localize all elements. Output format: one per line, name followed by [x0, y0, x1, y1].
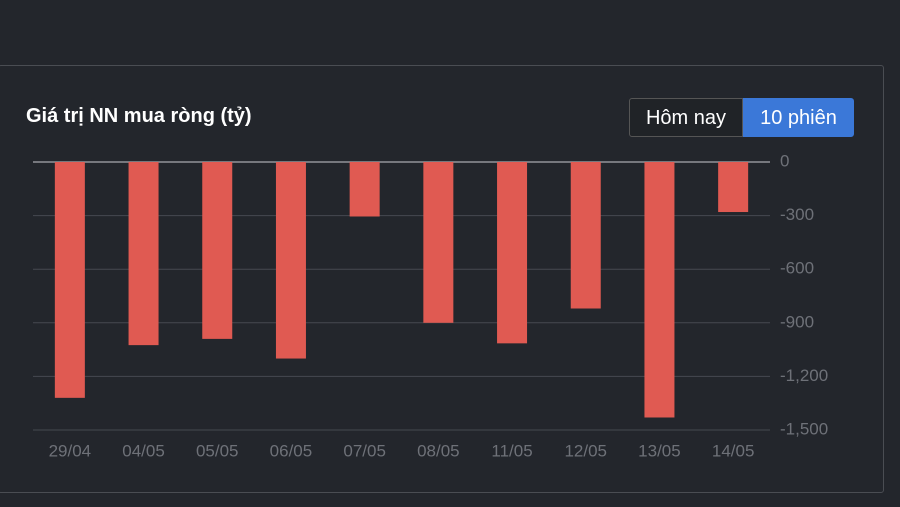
- y-tick-label: -300: [780, 205, 814, 224]
- tab-button[interactable]: 10 phiên: [743, 98, 854, 137]
- bar: [497, 162, 528, 344]
- bar: [423, 162, 454, 323]
- x-tick-label: 29/04: [49, 441, 92, 460]
- y-tick-label: -600: [780, 259, 814, 278]
- x-tick-label: 04/05: [122, 441, 165, 460]
- x-tick-label: 12/05: [564, 441, 607, 460]
- y-tick-label: -1,500: [780, 419, 828, 438]
- x-tick-label: 14/05: [712, 441, 755, 460]
- x-tick-label: 07/05: [343, 441, 386, 460]
- x-tick-label: 11/05: [491, 441, 532, 460]
- x-tick-label: 13/05: [638, 441, 681, 460]
- bar: [718, 162, 749, 213]
- chart-title: Giá trị NN mua ròng (tỷ): [26, 105, 252, 127]
- x-tick-label: 06/05: [270, 441, 313, 460]
- bar: [275, 162, 306, 359]
- bar: [202, 162, 233, 339]
- y-tick-label: -900: [780, 312, 814, 331]
- bar: [128, 162, 159, 346]
- y-tick-label: 0: [780, 151, 789, 170]
- bar: [54, 162, 85, 398]
- x-tick-label: 08/05: [417, 441, 460, 460]
- bar: [570, 162, 601, 309]
- x-tick-label: 05/05: [196, 441, 239, 460]
- y-tick-label: -1,200: [780, 366, 828, 385]
- bar: [644, 162, 675, 418]
- panel: [0, 65, 884, 493]
- bar: [349, 162, 380, 217]
- tab-button[interactable]: Hôm nay: [629, 98, 743, 137]
